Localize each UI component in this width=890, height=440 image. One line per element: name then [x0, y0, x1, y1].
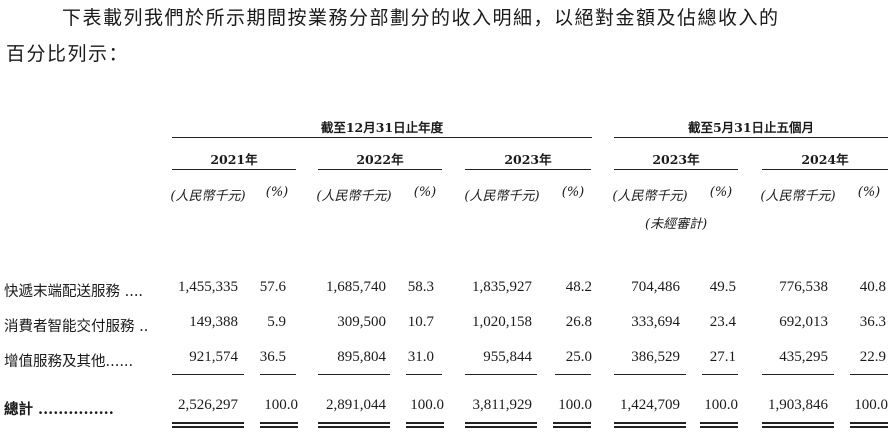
subtotal-rule	[614, 374, 686, 375]
table-cell: 149,388	[189, 314, 238, 330]
table-cell: 333,694	[631, 314, 680, 330]
subtotal-rule	[172, 374, 244, 375]
table-cell: 5.9	[267, 314, 286, 330]
table-cell: 100.0	[410, 397, 444, 413]
total-double-rule	[700, 422, 738, 428]
table-cell: 36.5	[259, 349, 286, 365]
table-cell: 57.6	[259, 279, 286, 295]
period-header-year-end: 截至12月31日止年度	[320, 120, 444, 135]
table-cell: 10.7	[407, 314, 434, 330]
table-cell: 100.0	[558, 397, 592, 413]
table-cell: 955,844	[483, 349, 532, 365]
subtotal-rule	[850, 374, 888, 375]
total-double-rule	[260, 422, 298, 428]
table-cell: 48.2	[565, 279, 592, 295]
table-cell: 776,538	[779, 279, 828, 295]
unit-amount: (人民幣千元)	[760, 189, 836, 204]
row-label-value-added-services: 增值服務及其他......	[4, 354, 134, 370]
unit-percent: (%)	[561, 185, 585, 200]
table-cell: 1,835,927	[472, 279, 532, 295]
unit-amount: (人民幣千元)	[612, 189, 688, 204]
period-rule-five-months	[614, 137, 888, 138]
table-cell: 692,013	[779, 314, 828, 330]
table-cell: 386,529	[631, 349, 680, 365]
table-cell: 3,811,929	[472, 397, 532, 413]
intro-line-2: 百分比列示：	[6, 43, 130, 65]
total-double-rule	[172, 422, 244, 428]
table-cell: 26.8	[565, 314, 592, 330]
table-cell: 100.0	[854, 397, 888, 413]
year-header-2024-ytd: 2024年	[801, 152, 849, 167]
unit-amount: (人民幣千元)	[170, 189, 246, 204]
unit-percent: (%)	[857, 185, 881, 200]
total-double-rule	[465, 422, 537, 428]
table-cell: 49.5	[709, 279, 736, 295]
unit-percent: (%)	[413, 185, 437, 200]
intro-paragraph: 下表載列我們於所示期間按業務分部劃分的收入明細，以絕對金額及佔總收入的 百分比列…	[6, 0, 886, 72]
total-double-rule	[406, 422, 444, 428]
table-cell: 40.8	[859, 279, 886, 295]
row-label-express-delivery: 快遞末端配送服務 ....	[4, 284, 144, 300]
table-cell: 58.3	[407, 279, 434, 295]
table-cell: 2,526,297	[178, 397, 238, 413]
subtotal-rule	[406, 374, 442, 375]
year-header-2021: 2021年	[210, 152, 258, 167]
subtotal-rule	[465, 374, 537, 375]
table-cell: 309,500	[337, 314, 386, 330]
table-cell: 25.0	[565, 349, 592, 365]
year-header-2023: 2023年	[504, 152, 552, 167]
total-double-rule	[614, 422, 686, 428]
table-cell: 100.0	[704, 397, 738, 413]
year-rule-2024-ytd	[762, 169, 888, 170]
table-cell: 27.1	[709, 349, 736, 365]
year-rule-2023-ytd	[614, 169, 738, 170]
table-cell: 36.3	[859, 314, 886, 330]
subtotal-rule	[555, 374, 591, 375]
table-cell: 895,804	[337, 349, 386, 365]
subtotal-rule	[318, 374, 390, 375]
total-double-rule	[553, 422, 591, 428]
table-cell: 23.4	[709, 314, 736, 330]
table-cell: 2,891,044	[326, 397, 386, 413]
unit-percent: (%)	[709, 185, 733, 200]
period-header-five-months: 截至5月31日止五個月	[687, 120, 815, 135]
table-cell: 1,903,846	[768, 397, 828, 413]
year-header-2023-ytd: 2023年	[652, 152, 700, 167]
unit-amount: (人民幣千元)	[464, 189, 540, 204]
table-cell: 1,020,158	[472, 314, 532, 330]
table-cell: 1,424,709	[620, 397, 680, 413]
subtotal-rule	[762, 374, 834, 375]
total-double-rule	[850, 422, 888, 428]
total-double-rule	[318, 422, 390, 428]
year-rule-2023	[465, 169, 591, 170]
unit-amount: (人民幣千元)	[316, 189, 392, 204]
subtotal-rule	[260, 374, 296, 375]
table-cell: 22.9	[859, 349, 886, 365]
intro-line-1: 下表載列我們於所示期間按業務分部劃分的收入明細，以絕對金額及佔總收入的	[62, 7, 780, 29]
total-double-rule	[762, 422, 834, 428]
unaudited-note: (未經審計)	[645, 217, 708, 232]
year-rule-2022	[318, 169, 442, 170]
period-rule-year-end	[172, 137, 592, 138]
table-cell: 100.0	[264, 397, 298, 413]
unit-percent: (%)	[265, 185, 289, 200]
year-header-2022: 2022年	[356, 152, 404, 167]
table-cell: 704,486	[631, 279, 680, 295]
row-label-consumer-smart-delivery: 消費者智能交付服務 ..	[4, 319, 149, 335]
table-cell: 1,685,740	[326, 279, 386, 295]
table-cell: 921,574	[189, 349, 238, 365]
row-label-total: 總計 ...............	[4, 401, 114, 418]
table-cell: 31.0	[407, 349, 434, 365]
table-cell: 1,455,335	[178, 279, 238, 295]
table-cell: 435,295	[779, 349, 828, 365]
year-rule-2021	[172, 169, 296, 170]
subtotal-rule	[702, 374, 738, 375]
